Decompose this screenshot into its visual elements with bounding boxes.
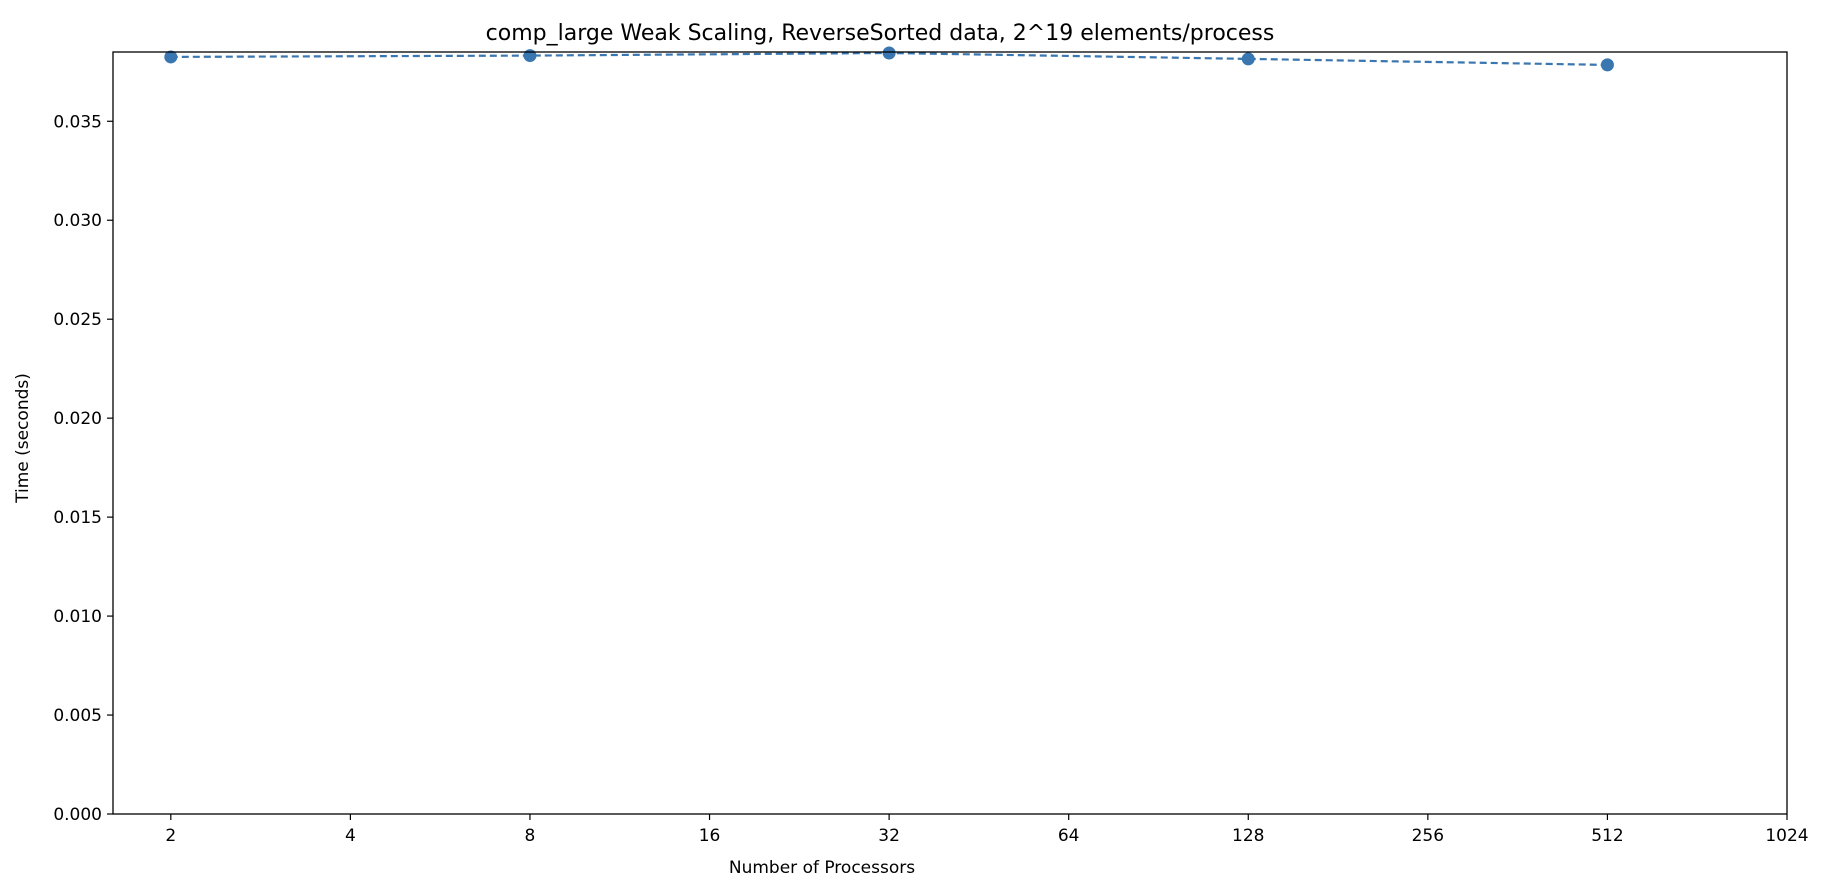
x-tick-label: 128	[1232, 826, 1264, 846]
x-tick-label: 2	[165, 826, 176, 846]
y-tick-label: 0.025	[53, 310, 102, 330]
y-axis: 0.000 0.005 0.010 0.015 0.020 0.025 0.030 0.035	[53, 112, 113, 825]
chart-title: comp_large Weak Scaling, ReverseSorted d…	[486, 21, 1275, 46]
x-tick-label: 64	[1058, 826, 1080, 846]
y-tick-label: 0.015	[53, 508, 102, 528]
x-tick-label: 1024	[1765, 826, 1808, 846]
data-point	[882, 46, 896, 60]
x-axis: 2 4 8 16 32 64 128 256 512 1024	[165, 814, 1809, 846]
plot-area	[164, 46, 1614, 72]
x-tick-label: 256	[1412, 826, 1444, 846]
x-tick-label: 32	[878, 826, 900, 846]
x-tick-label: 16	[699, 826, 721, 846]
y-tick-label: 0.000	[53, 805, 102, 825]
data-point	[1600, 58, 1614, 72]
x-axis-label: Number of Processors	[729, 858, 915, 878]
y-tick-label: 0.035	[53, 112, 102, 132]
y-axis-label: Time (seconds)	[13, 373, 33, 504]
y-tick-label: 0.020	[53, 409, 102, 429]
plot-frame	[112, 51, 1788, 815]
y-tick-label: 0.030	[53, 211, 102, 231]
data-point	[523, 49, 537, 63]
data-point	[1241, 52, 1255, 66]
x-tick-label: 8	[525, 826, 536, 846]
y-tick-label: 0.005	[53, 706, 102, 726]
x-tick-label: 512	[1591, 826, 1623, 846]
y-tick-label: 0.010	[53, 607, 102, 627]
data-point	[164, 50, 178, 64]
x-tick-label: 4	[345, 826, 356, 846]
